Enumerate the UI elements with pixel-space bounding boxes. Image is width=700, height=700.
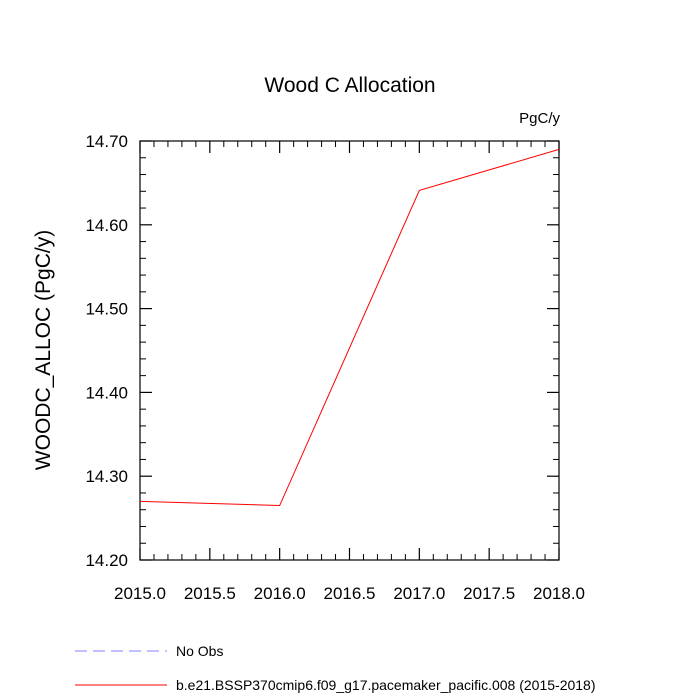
legend-label-model: b.e21.BSSP370cmip6.f09_g17.pacemaker_pac… bbox=[176, 677, 596, 693]
y-tick-label: 14.30 bbox=[85, 467, 128, 486]
series-layer bbox=[139, 148, 560, 507]
x-tick-label: 2015.5 bbox=[184, 584, 236, 603]
legend: No Obs b.e21.BSSP370cmip6.f09_g17.pacema… bbox=[75, 643, 596, 693]
series-line-0 bbox=[139, 148, 560, 507]
x-axis: 2015.0 2015.5 2016.0 2016.5 2017.0 2017.5 2018… bbox=[114, 141, 585, 603]
x-tick-label: 2016.5 bbox=[324, 584, 376, 603]
y-tick-label: 14.20 bbox=[85, 551, 128, 570]
x-tick-label: 2018.0 bbox=[533, 584, 585, 603]
legend-label-no-obs: No Obs bbox=[176, 643, 223, 659]
x-tick-label: 2016.0 bbox=[254, 584, 306, 603]
x-tick-label: 2017.0 bbox=[393, 584, 445, 603]
chart-title: Wood C Allocation bbox=[264, 74, 435, 97]
y-tick-label: 14.50 bbox=[85, 300, 128, 319]
x-tick-label: 2015.0 bbox=[114, 584, 166, 603]
y-tick-label: 14.60 bbox=[85, 216, 128, 235]
units-label: PgC/y bbox=[519, 110, 560, 127]
y-tick-label: 14.70 bbox=[85, 132, 128, 151]
y-tick-label: 14.40 bbox=[85, 383, 128, 402]
y-axis-label: WOODC_ALLOC (PgC/y) bbox=[32, 230, 55, 470]
x-tick-label: 2017.5 bbox=[463, 584, 515, 603]
plot-frame bbox=[139, 140, 560, 561]
y-axis: 14.20 14.30 14.40 14.50 14.60 14.70 bbox=[85, 132, 559, 570]
